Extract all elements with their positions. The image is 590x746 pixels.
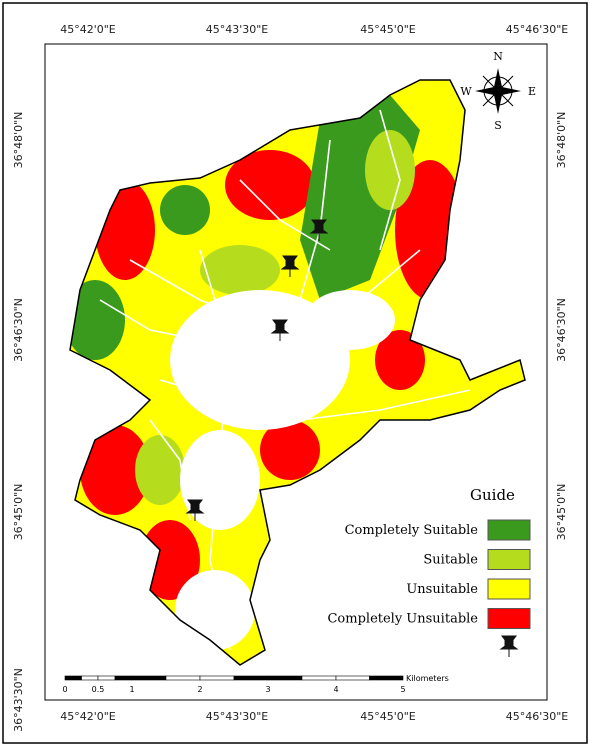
left-coord-label: 36°43'30"N — [12, 668, 25, 732]
top-coord-label: 45°45'0"E — [360, 23, 416, 36]
scale-label: 5 — [400, 685, 405, 694]
scale-segment — [97, 675, 116, 681]
legend-label: Completely Suitable — [345, 523, 479, 538]
left-coord-label: 36°46'30"N — [12, 298, 25, 362]
compass-w: W — [460, 85, 472, 98]
scale-segment — [64, 675, 82, 681]
scale-segment — [369, 675, 404, 681]
bottom-coord-label: 45°43'30"E — [206, 710, 269, 723]
scale-segment — [267, 675, 303, 681]
scale-label: 0 — [62, 685, 67, 694]
legend-swatch — [487, 549, 531, 570]
legend-label: Unsuitable — [406, 582, 478, 597]
right-coord-label: 36°45'0"N — [555, 484, 568, 541]
compass-e: E — [528, 85, 536, 98]
scale-segment — [233, 675, 269, 681]
top-coord-label: 45°46'30"E — [506, 23, 569, 36]
scale-segment — [81, 675, 99, 681]
coordinate-labels: 45°42'0"E 45°43'30"E 45°45'0"E 45°46'30"E45… — [12, 23, 568, 732]
bottom-coord-label: 45°45'0"E — [360, 710, 416, 723]
right-coord-label: 36°48'0"N — [555, 112, 568, 169]
legend-label: Completely Unsuitable — [327, 612, 478, 627]
map-frame — [44, 43, 548, 701]
compass: N S E W — [460, 50, 536, 132]
scale-segment — [335, 675, 370, 681]
scale-segment — [131, 675, 167, 681]
scale-label: 0.5 — [92, 685, 105, 694]
top-coord-label: 45°42'0"E — [60, 23, 116, 36]
legend-swatch — [487, 578, 531, 600]
left-coord-label: 36°45'0"N — [12, 484, 25, 541]
scale-label: 1 — [129, 685, 134, 694]
legend-title: Guide — [470, 486, 515, 504]
city-boundary — [69, 79, 526, 666]
legend: Guide Completely Suitable Suitable Unsuita… — [327, 486, 531, 657]
scale-segment — [199, 675, 235, 681]
top-coord-label: 45°43'30"E — [206, 23, 269, 36]
scale-segment — [165, 675, 201, 681]
bottom-coord-label: 45°46'30"E — [506, 710, 569, 723]
pins — [185, 219, 329, 521]
legend-label: Suitable — [423, 553, 478, 568]
legend-swatch — [487, 608, 531, 629]
compass-s: S — [494, 119, 502, 132]
legend-swatch — [487, 519, 531, 541]
scale-unit: Kilometers — [406, 674, 449, 683]
scale-label: 2 — [197, 685, 202, 694]
scale-label: 4 — [333, 685, 338, 694]
compass-n: N — [493, 50, 503, 63]
legend-pin — [499, 635, 519, 657]
scale-segment — [114, 675, 133, 681]
scale-label: 3 — [265, 685, 270, 694]
scale-segment — [301, 675, 337, 681]
right-coord-label: 36°46'30"N — [555, 298, 568, 362]
bottom-coord-label: 45°42'0"E — [60, 710, 116, 723]
left-coord-label: 36°48'0"N — [12, 112, 25, 169]
